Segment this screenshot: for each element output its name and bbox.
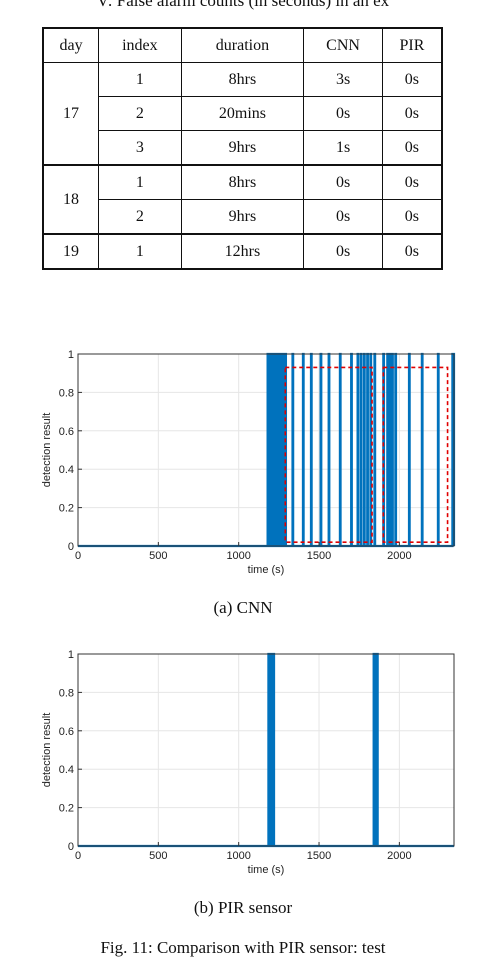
table-row: 18 1 8hrs 0s 0s (42, 164, 443, 235)
x-axis-label: time (s) (248, 864, 285, 876)
pir-cell: 0s (381, 96, 443, 131)
header-pir: PIR (381, 27, 443, 63)
false-alarm-region-box (284, 366, 373, 543)
index-cell: 3 (98, 130, 182, 166)
cnn-detection-chart: 0 500 1000 1500 2000 0 0.2 0.4 0.6 0.8 1 time (s) de… (41, 349, 456, 576)
table-row: 3 9hrs 1s 0s (43, 130, 443, 166)
x-tick-label: 1500 (307, 850, 331, 862)
y-axis-label: detection result (41, 713, 53, 788)
duration-cell: 9hrs (180, 199, 305, 235)
y-tick-label: 0.2 (59, 803, 74, 815)
detection-series-line (78, 652, 454, 848)
x-tick-label: 1500 (307, 550, 331, 562)
plot-frame (77, 653, 455, 847)
figure-caption: Fig. 11: Comparison with PIR sensor: tes… (100, 938, 386, 957)
header-cnn: CNN (303, 27, 383, 63)
pir-cell: 0s (381, 130, 443, 166)
index-cell: 1 (98, 233, 182, 270)
pir-cell: 0s (381, 199, 443, 235)
x-tick-label: 500 (149, 550, 167, 562)
table-row: 2 20mins 0s 0s (43, 96, 443, 131)
x-tick-label: 500 (149, 850, 167, 862)
cnn-cell: 0s (303, 96, 383, 131)
table-row: 2 9hrs 0s 0s (43, 199, 443, 235)
cnn-cell: 0s (303, 164, 383, 200)
day-cell: 17 (42, 62, 100, 166)
duration-cell: 9hrs (180, 130, 305, 166)
pir-detection-chart: 0 500 1000 1500 2000 0 0.2 0.4 0.6 0.8 1 time (s) de… (41, 649, 455, 876)
pir-cell: 0s (381, 62, 443, 97)
day-cell: 19 (42, 233, 100, 270)
cnn-cell: 3s (303, 62, 383, 97)
y-tick-label: 0.4 (59, 464, 74, 476)
y-tick-label: 0.8 (59, 687, 74, 699)
x-tick-label: 1000 (226, 850, 250, 862)
pir-subcaption: (b) PIR sensor (193, 898, 293, 917)
y-tick-label: 0.6 (59, 726, 74, 738)
detection-series-line (78, 352, 456, 548)
cnn-cell: 0s (303, 199, 383, 235)
day-cell: 18 (42, 164, 100, 235)
y-tick-label: 0 (68, 541, 74, 553)
y-tick-label: 0.2 (59, 503, 74, 515)
header-duration: duration (180, 27, 305, 63)
y-axis-label: detection result (41, 413, 53, 488)
y-tick-label: 0.6 (59, 426, 74, 438)
x-tick-label: 2000 (387, 850, 411, 862)
cnn-cell: 1s (303, 130, 383, 166)
y-tick-label: 1 (68, 349, 74, 361)
header-index: index (98, 27, 182, 63)
cnn-plot: 0 500 1000 1500 2000 0 0.2 0.4 0.6 0.8 1 time (s) de… (30, 340, 460, 590)
y-tick-label: 0 (68, 841, 74, 853)
table-row: 17 1 8hrs 3s 0s (42, 62, 443, 166)
x-tick-label: 0 (75, 850, 81, 862)
x-tick-label: 2000 (387, 550, 411, 562)
pir-cell: 0s (381, 164, 443, 200)
header-day: day (42, 27, 100, 63)
table-header-row: day index duration CNN PIR (42, 27, 443, 63)
x-tick-label: 0 (75, 550, 81, 562)
pir-cell: 0s (381, 233, 443, 270)
x-axis-label: time (s) (248, 564, 285, 576)
y-tick-label: 0.4 (59, 764, 74, 776)
duration-cell: 12hrs (180, 233, 305, 270)
index-cell: 1 (98, 62, 182, 97)
duration-cell: 8hrs (180, 164, 305, 200)
duration-cell: 8hrs (180, 62, 305, 97)
plot-frame (77, 353, 455, 547)
index-cell: 1 (98, 164, 182, 200)
y-tick-label: 0.8 (59, 387, 74, 399)
false-alarm-table: day index duration CNN PIR 17 1 8hrs 3s … (42, 27, 443, 270)
pir-plot: 0 500 1000 1500 2000 0 0.2 0.4 0.6 0.8 1 time (s) de… (30, 640, 460, 890)
table-caption: V: False alarm counts (in seconds) in an… (96, 0, 390, 10)
index-cell: 2 (98, 96, 182, 131)
table-row: 19 1 12hrs 0s 0s (42, 233, 443, 270)
index-cell: 2 (98, 199, 182, 235)
cnn-cell: 0s (303, 233, 383, 270)
y-tick-label: 1 (68, 649, 74, 661)
x-tick-label: 1000 (226, 550, 250, 562)
duration-cell: 20mins (180, 96, 305, 131)
cnn-subcaption: (a) CNN (213, 598, 273, 617)
